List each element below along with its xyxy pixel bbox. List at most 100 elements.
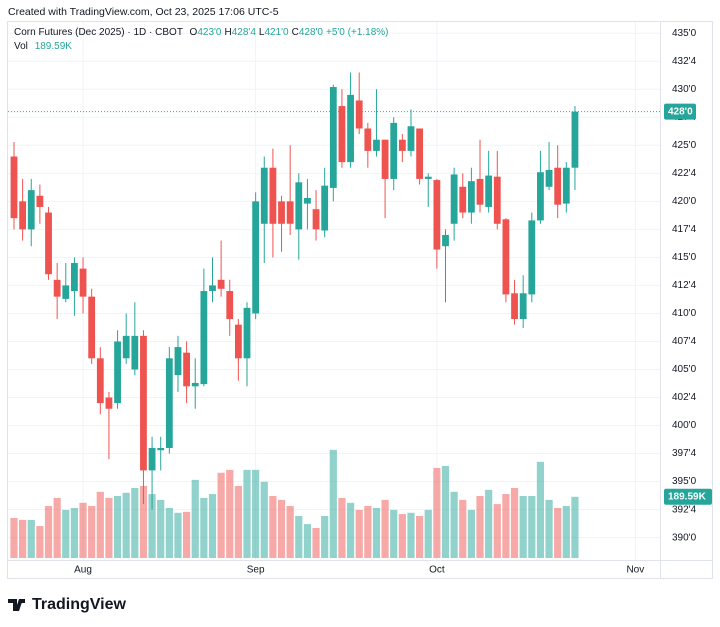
candle-body [183, 352, 190, 387]
candle-body [286, 201, 294, 224]
volume-bar [441, 465, 450, 558]
candle-body [321, 185, 329, 231]
candle-body [96, 358, 104, 404]
volume-bar [174, 512, 182, 558]
volume-bar [459, 499, 467, 558]
volume-bar [19, 519, 27, 558]
candle-body [88, 296, 96, 359]
volume-last: 189.59K [35, 41, 73, 52]
candle-body [36, 195, 44, 207]
y-tick-label: 432'4 [672, 56, 697, 67]
y-tick-label: 410'0 [672, 308, 697, 319]
candle-body [19, 201, 27, 230]
volume-bar [433, 467, 441, 558]
candle-body [200, 291, 208, 385]
volume-bar [562, 506, 570, 558]
change: +5'0 (+1.18%) [326, 27, 389, 38]
candle-body [493, 176, 501, 224]
volume-bar [364, 506, 372, 558]
volume-bar [139, 486, 148, 558]
volume-bar [157, 499, 165, 558]
volume-bar [571, 496, 579, 558]
volume-bar [269, 496, 277, 558]
candle-body [407, 126, 415, 151]
brand-logo: TradingView [8, 596, 127, 613]
candle-body [260, 167, 268, 224]
volume-bar [528, 496, 536, 558]
y-tick-label: 435'0 [672, 28, 697, 39]
y-tick-label: 420'0 [672, 196, 697, 207]
candle-body [71, 263, 78, 292]
volume-bar [36, 526, 44, 558]
volume-bar [519, 496, 527, 558]
watermark: Created with TradingView.com, Oct 23, 20… [8, 6, 279, 18]
candle-body [442, 234, 449, 247]
candle-body [191, 382, 199, 387]
ohlc-key: L [259, 27, 265, 38]
volume-bar [303, 524, 312, 558]
candle-body [571, 111, 579, 168]
symbol-title: Corn Futures (Dec 2025) · 1D · CBOT [14, 27, 183, 38]
candle-body [53, 279, 61, 297]
candle-body [528, 220, 536, 295]
y-tick-label: 392'4 [672, 504, 697, 515]
volume-bar [321, 516, 329, 558]
candle-body [209, 285, 216, 292]
candle-body [467, 181, 475, 213]
volume-bar [234, 486, 242, 558]
volume-bar [502, 494, 510, 558]
candle-body [424, 176, 432, 179]
candle-body [338, 106, 346, 163]
candle-body [485, 175, 493, 207]
y-tick-label: 395'0 [672, 476, 697, 487]
volume-bar [96, 491, 104, 558]
candle-body [554, 167, 562, 205]
volume-bar [200, 497, 208, 558]
ohlc-value: 428'0 [299, 27, 324, 38]
volume-bar [226, 469, 234, 558]
candle-body [519, 293, 527, 320]
candle-body [537, 172, 544, 221]
volume-bar [44, 506, 53, 558]
last-price-badge [664, 103, 696, 120]
x-tick-label: Oct [429, 565, 445, 576]
candle-body [269, 167, 277, 224]
volume-bar [70, 507, 79, 558]
volume-bar [277, 499, 286, 558]
volume-name: Vol [14, 41, 28, 52]
volume-badge [664, 488, 712, 505]
ohlc-value: 423'0 [197, 27, 222, 38]
volume-bar [346, 502, 355, 558]
candle-body [364, 128, 372, 151]
volume-bar [243, 469, 251, 558]
candle-body [347, 94, 354, 163]
candle-body [295, 182, 303, 230]
y-tick-label: 405'0 [672, 364, 697, 375]
ohlc: O423'0 H428'4 L421'0 C428'0 +5'0 (+1.18%) [190, 27, 389, 38]
volume-bar [554, 507, 562, 558]
volume-bar [191, 479, 199, 558]
volume-bar [467, 509, 475, 558]
volume-bar [416, 516, 424, 558]
volume-bar [485, 489, 493, 558]
volume-bar [398, 514, 406, 558]
volume-bar [79, 502, 87, 558]
volume-bar [10, 517, 18, 558]
volume-bar [183, 511, 191, 558]
last-price-label: 428'0 [668, 106, 693, 117]
volume-bar [88, 506, 96, 558]
ohlc-key: O [190, 27, 198, 38]
x-tick-label: Aug [74, 565, 92, 576]
y-tick-label: 430'0 [672, 84, 697, 95]
volume-bar [27, 519, 35, 558]
candle-body [304, 197, 311, 204]
candle-body [217, 279, 225, 289]
volume-bar [131, 487, 139, 558]
candle-body [131, 335, 139, 370]
axes: 435'0432'4430'0427'4425'0422'4420'0417'4… [8, 28, 712, 576]
candle-body [459, 186, 467, 213]
y-tick-label: 412'4 [672, 280, 697, 291]
y-tick-label: 390'0 [672, 532, 697, 543]
y-tick-label: 407'4 [672, 336, 697, 347]
x-tick-label: Sep [247, 565, 265, 576]
